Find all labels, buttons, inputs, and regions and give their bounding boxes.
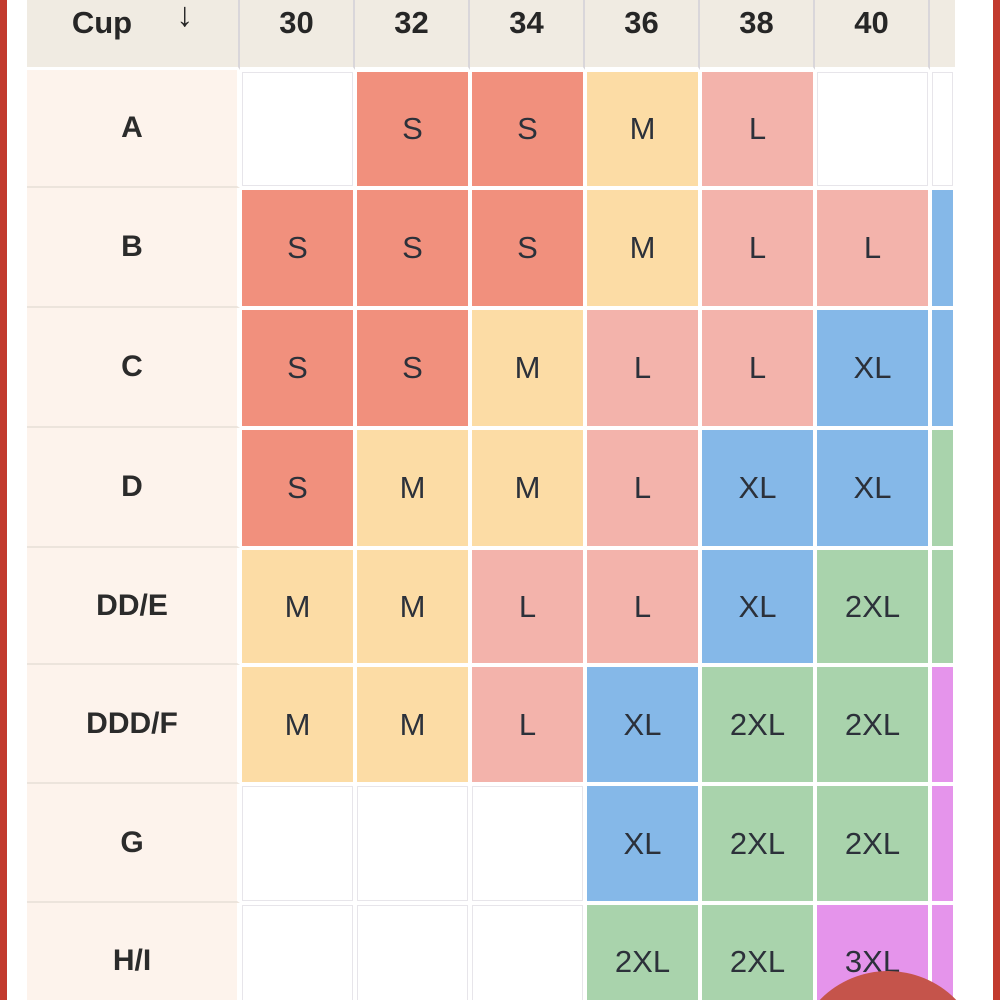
partial-size-cell — [930, 548, 955, 665]
size-cell: S — [355, 188, 470, 308]
cup-row-label: DDD/F — [27, 665, 240, 784]
size-cell: S — [355, 70, 470, 188]
partial-size-cell — [930, 784, 955, 903]
partial-size-cell — [930, 188, 955, 308]
size-cell: L — [585, 308, 700, 428]
size-cell: 2XL — [700, 903, 815, 1000]
size-cell: M — [470, 428, 585, 548]
size-cell: M — [355, 428, 470, 548]
cup-row-label: A — [27, 70, 240, 188]
size-cell: S — [470, 188, 585, 308]
size-cell: S — [240, 428, 355, 548]
sort-down-icon: ↓ — [176, 0, 194, 34]
size-cell: M — [355, 548, 470, 665]
size-cell: M — [470, 308, 585, 428]
size-cell: S — [470, 70, 585, 188]
size-cell: M — [585, 188, 700, 308]
size-cell: XL — [585, 665, 700, 784]
size-cell: 2XL — [700, 784, 815, 903]
size-cell: L — [585, 548, 700, 665]
cup-header-cell: Cup ↓ — [27, 0, 240, 70]
cup-row-label: B — [27, 188, 240, 308]
band-header-cell: 34 — [470, 0, 585, 70]
cup-row-label: DD/E — [27, 548, 240, 665]
size-cell: L — [470, 665, 585, 784]
size-cell-empty — [240, 903, 355, 1000]
band-header-cell: 36 — [585, 0, 700, 70]
size-cell: M — [240, 548, 355, 665]
size-cell: L — [700, 70, 815, 188]
cup-header-label: Cup — [71, 5, 133, 40]
size-cell: M — [240, 665, 355, 784]
size-cell: 2XL — [585, 903, 700, 1000]
size-cell: L — [700, 308, 815, 428]
band-header-cell: 38 — [700, 0, 815, 70]
size-cell: S — [240, 188, 355, 308]
partial-size-cell — [930, 308, 955, 428]
size-cell-empty — [240, 784, 355, 903]
size-cell-empty — [470, 784, 585, 903]
size-cell: M — [585, 70, 700, 188]
size-cell-empty — [355, 903, 470, 1000]
size-cell: XL — [815, 428, 930, 548]
size-cell-empty — [815, 70, 930, 188]
band-header-cell: 32 — [355, 0, 470, 70]
band-header-cell-partial — [930, 0, 955, 70]
size-cell: L — [470, 548, 585, 665]
size-cell: 2XL — [815, 548, 930, 665]
size-cell: 2XL — [815, 665, 930, 784]
size-cell: L — [700, 188, 815, 308]
band-header-cell: 30 — [240, 0, 355, 70]
size-cell: L — [585, 428, 700, 548]
partial-size-cell — [930, 903, 955, 1000]
size-cell: M — [355, 665, 470, 784]
partial-size-cell-empty — [930, 70, 955, 188]
size-cell-empty — [240, 70, 355, 188]
size-chart-grid: Cup ↓ 30 32 34 36 38 40 A S S M L B S S S M L L C S S M L L XL D S M M… — [27, 0, 955, 1000]
size-cell: XL — [700, 548, 815, 665]
size-cell-empty — [470, 903, 585, 1000]
size-cell: 2XL — [700, 665, 815, 784]
size-cell-empty — [355, 784, 470, 903]
cup-row-label: H/I — [27, 903, 240, 1000]
cup-row-label: C — [27, 308, 240, 428]
band-header-cell: 40 — [815, 0, 930, 70]
size-cell: XL — [700, 428, 815, 548]
size-cell: 2XL — [815, 784, 930, 903]
partial-size-cell — [930, 665, 955, 784]
cup-row-label: D — [27, 428, 240, 548]
size-cell: L — [815, 188, 930, 308]
size-cell: S — [355, 308, 470, 428]
cup-row-label: G — [27, 784, 240, 903]
size-cell: S — [240, 308, 355, 428]
size-cell: XL — [815, 308, 930, 428]
size-cell: XL — [585, 784, 700, 903]
partial-size-cell — [930, 428, 955, 548]
